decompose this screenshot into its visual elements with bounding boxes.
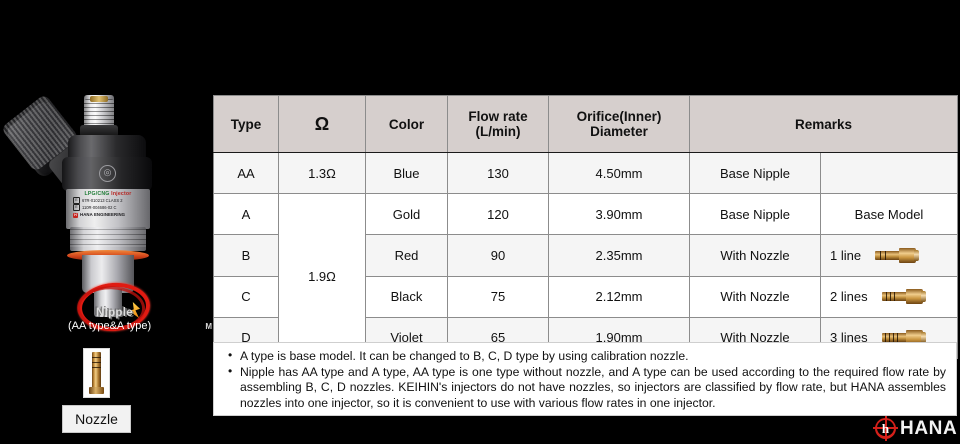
injector-label-emark-1-icon: E: [73, 197, 80, 205]
injector-label-hana-mark-icon: H: [73, 213, 78, 219]
nozzle-caption: Nozzle: [62, 405, 131, 433]
cell-remark-detail: 2 lines: [819, 275, 959, 318]
injector-lower-barrel: [70, 227, 146, 251]
nozzle-photo-groove: [92, 357, 101, 359]
cell-remark-detail: [819, 151, 959, 195]
cell-flow-rate: 90: [447, 234, 549, 277]
cell-remark-detail: Base Model: [819, 193, 959, 236]
column-header-color: Color: [365, 95, 448, 153]
column-header-ohm: Ω: [278, 95, 366, 153]
cell-color: Red: [365, 234, 448, 277]
injector-label-title-injector: Injector: [111, 191, 132, 197]
cell-remark-detail-inner: Base Model: [822, 207, 956, 222]
column-header-orifice-line1: Orifice(Inner): [576, 109, 662, 124]
cell-remark-detail-inner: 3 lines: [822, 330, 956, 346]
injector-label-title-lpg: LPG/CNG: [84, 191, 110, 197]
nozzle-thumbnail-icon: [875, 247, 920, 263]
injector-inlet-collar: [80, 125, 118, 137]
injector-label-cert-line-1: 67R-010213 CLASS 2: [82, 197, 123, 203]
injector-photo-panel: ◎ LPG/CNG Injector E 67R-010213 CLASS 2 …: [0, 93, 212, 444]
cell-remark-detail-text: Base Model: [854, 206, 924, 222]
cell-flow-rate: 120: [447, 193, 549, 236]
nozzle-thumbnail-icon: [881, 330, 926, 346]
cell-orifice: 2.12mm: [548, 275, 690, 318]
cell-remark-detail-text: 3 lines: [830, 330, 868, 346]
table-row: AA 1.3Ω Blue 130 4.50mm Base Nipple: [213, 151, 959, 195]
cell-flow-rate: 75: [447, 275, 549, 318]
cell-remark-detail-inner: 1 line: [822, 247, 956, 263]
injector-inlet-gold-filter: [90, 96, 108, 102]
cell-ohm-group: 1.9Ω: [278, 193, 366, 359]
column-header-orifice: Orifice(Inner) Diameter: [548, 95, 690, 153]
nipple-callout-subtitle: (AA type&A type): [68, 320, 152, 332]
nozzle-photo: [83, 348, 110, 398]
nipple-callout-title: Nipple: [96, 307, 133, 319]
nozzle-thumbnail-icon: [881, 289, 926, 305]
cell-color: Blue: [365, 151, 448, 195]
specification-table: Type Ω Color Flow rate (L/min) Orifice(I…: [213, 95, 959, 359]
table-body: AA 1.3Ω Blue 130 4.50mm Base Nipple A 1.…: [213, 151, 959, 359]
cell-type: A: [213, 193, 279, 236]
nipple-callout: Nipple (AA type&A type) M: [68, 307, 224, 332]
injector-label-brand: HANA ENGINEERING: [80, 212, 126, 218]
nipple-highlight-spark-icon: [129, 302, 140, 318]
notes-list: A type is base model. It can be changed …: [226, 348, 946, 412]
table-header-row: Type Ω Color Flow rate (L/min) Orifice(I…: [213, 95, 959, 153]
injector-label-barrel: [66, 189, 150, 229]
nozzle-photo-groove: [92, 367, 101, 369]
cell-remark-nozzle-state: Base Nipple: [689, 193, 821, 236]
column-header-flow-rate-line1: Flow rate: [468, 109, 528, 124]
cell-type: AA: [213, 151, 279, 195]
cell-remark-detail: 1 line: [819, 234, 959, 277]
cell-orifice: 4.50mm: [548, 151, 690, 195]
cell-flow-rate: 130: [447, 151, 549, 195]
specification-table-container: Type Ω Color Flow rate (L/min) Orifice(I…: [213, 95, 959, 359]
cell-type: C: [213, 275, 279, 318]
cell-orifice: 2.35mm: [548, 234, 690, 277]
hana-wordmark: HANA: [900, 417, 958, 439]
hana-logo: h HANA: [873, 414, 958, 442]
cell-color: Gold: [365, 193, 448, 236]
cell-ohm: 1.3Ω: [278, 151, 366, 195]
table-row: B Red 90 2.35mm With Nozzle 1 line: [213, 234, 959, 277]
table-row: C Black 75 2.12mm With Nozzle 2 lines: [213, 275, 959, 318]
cell-remark-nozzle-state: With Nozzle: [689, 234, 821, 277]
injector-lower-barrel-grooves: [70, 229, 146, 247]
nozzle-photo-body: [92, 352, 101, 390]
cell-remark-detail-text: 1 line: [830, 247, 862, 263]
cell-color: Black: [365, 275, 448, 318]
column-header-flow-rate-line2: (L/min): [475, 124, 521, 139]
column-header-flow-rate: Flow rate (L/min): [447, 95, 549, 153]
notes-box: A type is base model. It can be changed …: [213, 342, 957, 416]
column-header-orifice-line2: Diameter: [590, 124, 648, 139]
injector-inlet-rings: [84, 99, 114, 129]
injector-label-emark-2-icon: E: [73, 204, 80, 212]
cell-remark-detail-text: 2 lines: [830, 289, 868, 305]
nipple-callout-mark-icon: M: [205, 322, 212, 331]
hana-emblem-glyph: h: [881, 420, 890, 436]
injector-brand-emblem-icon: ◎: [99, 165, 116, 182]
cell-orifice: 3.90mm: [548, 193, 690, 236]
hana-emblem-icon: h: [873, 415, 898, 441]
column-header-type: Type: [213, 95, 279, 153]
nozzle-photo-groove: [92, 362, 101, 364]
cell-remark-detail-inner: 2 lines: [822, 289, 956, 305]
cell-remark-nozzle-state: Base Nipple: [689, 151, 821, 195]
injector-spec-label: LPG/CNG Injector E 67R-010213 CLASS 2 E …: [72, 191, 144, 227]
note-bullet-1: A type is base model. It can be changed …: [226, 348, 946, 365]
table-row: A 1.9Ω Gold 120 3.90mm Base Nipple Base …: [213, 193, 959, 359]
cell-remark-nozzle-state: With Nozzle: [689, 275, 821, 318]
note-bullet-2: Nipple has AA type and A type, AA type i…: [226, 364, 946, 412]
nozzle-photo-base: [89, 387, 104, 394]
injector-label-cert-line-2: 110R-004686-02 C: [82, 204, 117, 210]
column-header-remarks: Remarks: [688, 95, 959, 153]
cell-type: B: [213, 234, 279, 277]
